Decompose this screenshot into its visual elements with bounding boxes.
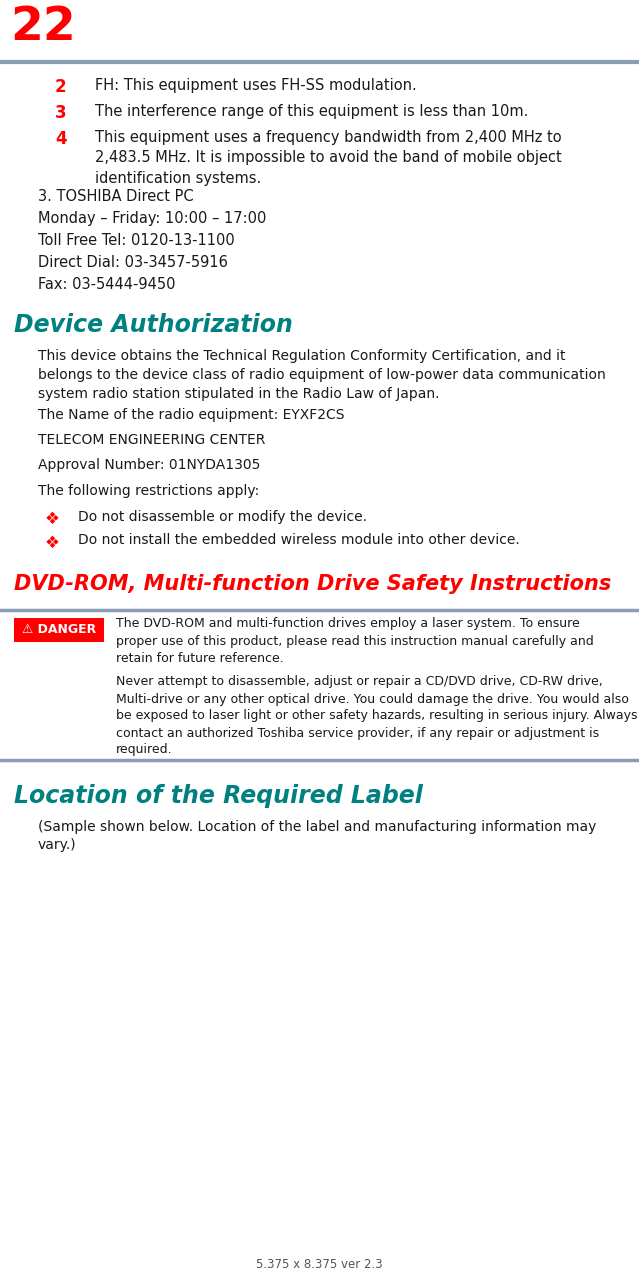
Text: 3: 3 (55, 104, 66, 122)
Text: Device Authorization: Device Authorization (14, 313, 293, 337)
Text: (Sample shown below. Location of the label and manufacturing information may
var: (Sample shown below. Location of the lab… (38, 820, 596, 853)
Text: Approval Number: 01NYDA1305: Approval Number: 01NYDA1305 (38, 459, 260, 473)
Text: Toll Free Tel: 0120-13-1100: Toll Free Tel: 0120-13-1100 (38, 233, 235, 248)
Text: 22: 22 (10, 5, 76, 50)
Text: This device obtains the Technical Regulation Conformity Certification, and it
be: This device obtains the Technical Regula… (38, 350, 606, 400)
Text: 4: 4 (55, 130, 66, 147)
Text: Monday – Friday: 10:00 – 17:00: Monday – Friday: 10:00 – 17:00 (38, 211, 266, 226)
Text: 2: 2 (55, 78, 66, 97)
Text: The Name of the radio equipment: EYXF2CS: The Name of the radio equipment: EYXF2CS (38, 408, 344, 422)
Text: The DVD-ROM and multi-function drives employ a laser system. To ensure
proper us: The DVD-ROM and multi-function drives em… (116, 618, 594, 665)
Text: 3. TOSHIBA Direct PC: 3. TOSHIBA Direct PC (38, 189, 194, 205)
Text: DVD-ROM, Multi-function Drive Safety Instructions: DVD-ROM, Multi-function Drive Safety Ins… (14, 573, 612, 594)
Text: 5.375 x 8.375 ver 2.3: 5.375 x 8.375 ver 2.3 (256, 1258, 382, 1271)
Text: FH: This equipment uses FH-SS modulation.: FH: This equipment uses FH-SS modulation… (95, 78, 417, 93)
Text: The following restrictions apply:: The following restrictions apply: (38, 484, 259, 498)
Text: TELECOM ENGINEERING CENTER: TELECOM ENGINEERING CENTER (38, 433, 265, 447)
Text: Do not disassemble or modify the device.: Do not disassemble or modify the device. (78, 510, 367, 524)
Text: ❖: ❖ (45, 510, 60, 527)
Text: Never attempt to disassemble, adjust or repair a CD/DVD drive, CD-RW drive,
Mult: Never attempt to disassemble, adjust or … (116, 675, 638, 756)
Text: Fax: 03-5444-9450: Fax: 03-5444-9450 (38, 277, 176, 292)
Text: ⚠ DANGER: ⚠ DANGER (22, 623, 96, 636)
Text: ❖: ❖ (45, 534, 60, 552)
Text: Location of the Required Label: Location of the Required Label (14, 783, 423, 807)
Text: This equipment uses a frequency bandwidth from 2,400 MHz to
2,483.5 MHz. It is i: This equipment uses a frequency bandwidt… (95, 130, 562, 186)
Text: Do not install the embedded wireless module into other device.: Do not install the embedded wireless mod… (78, 534, 520, 548)
Text: Direct Dial: 03-3457-5916: Direct Dial: 03-3457-5916 (38, 255, 228, 269)
Bar (14, 618, 104, 642)
Text: The interference range of this equipment is less than 10m.: The interference range of this equipment… (95, 104, 528, 119)
